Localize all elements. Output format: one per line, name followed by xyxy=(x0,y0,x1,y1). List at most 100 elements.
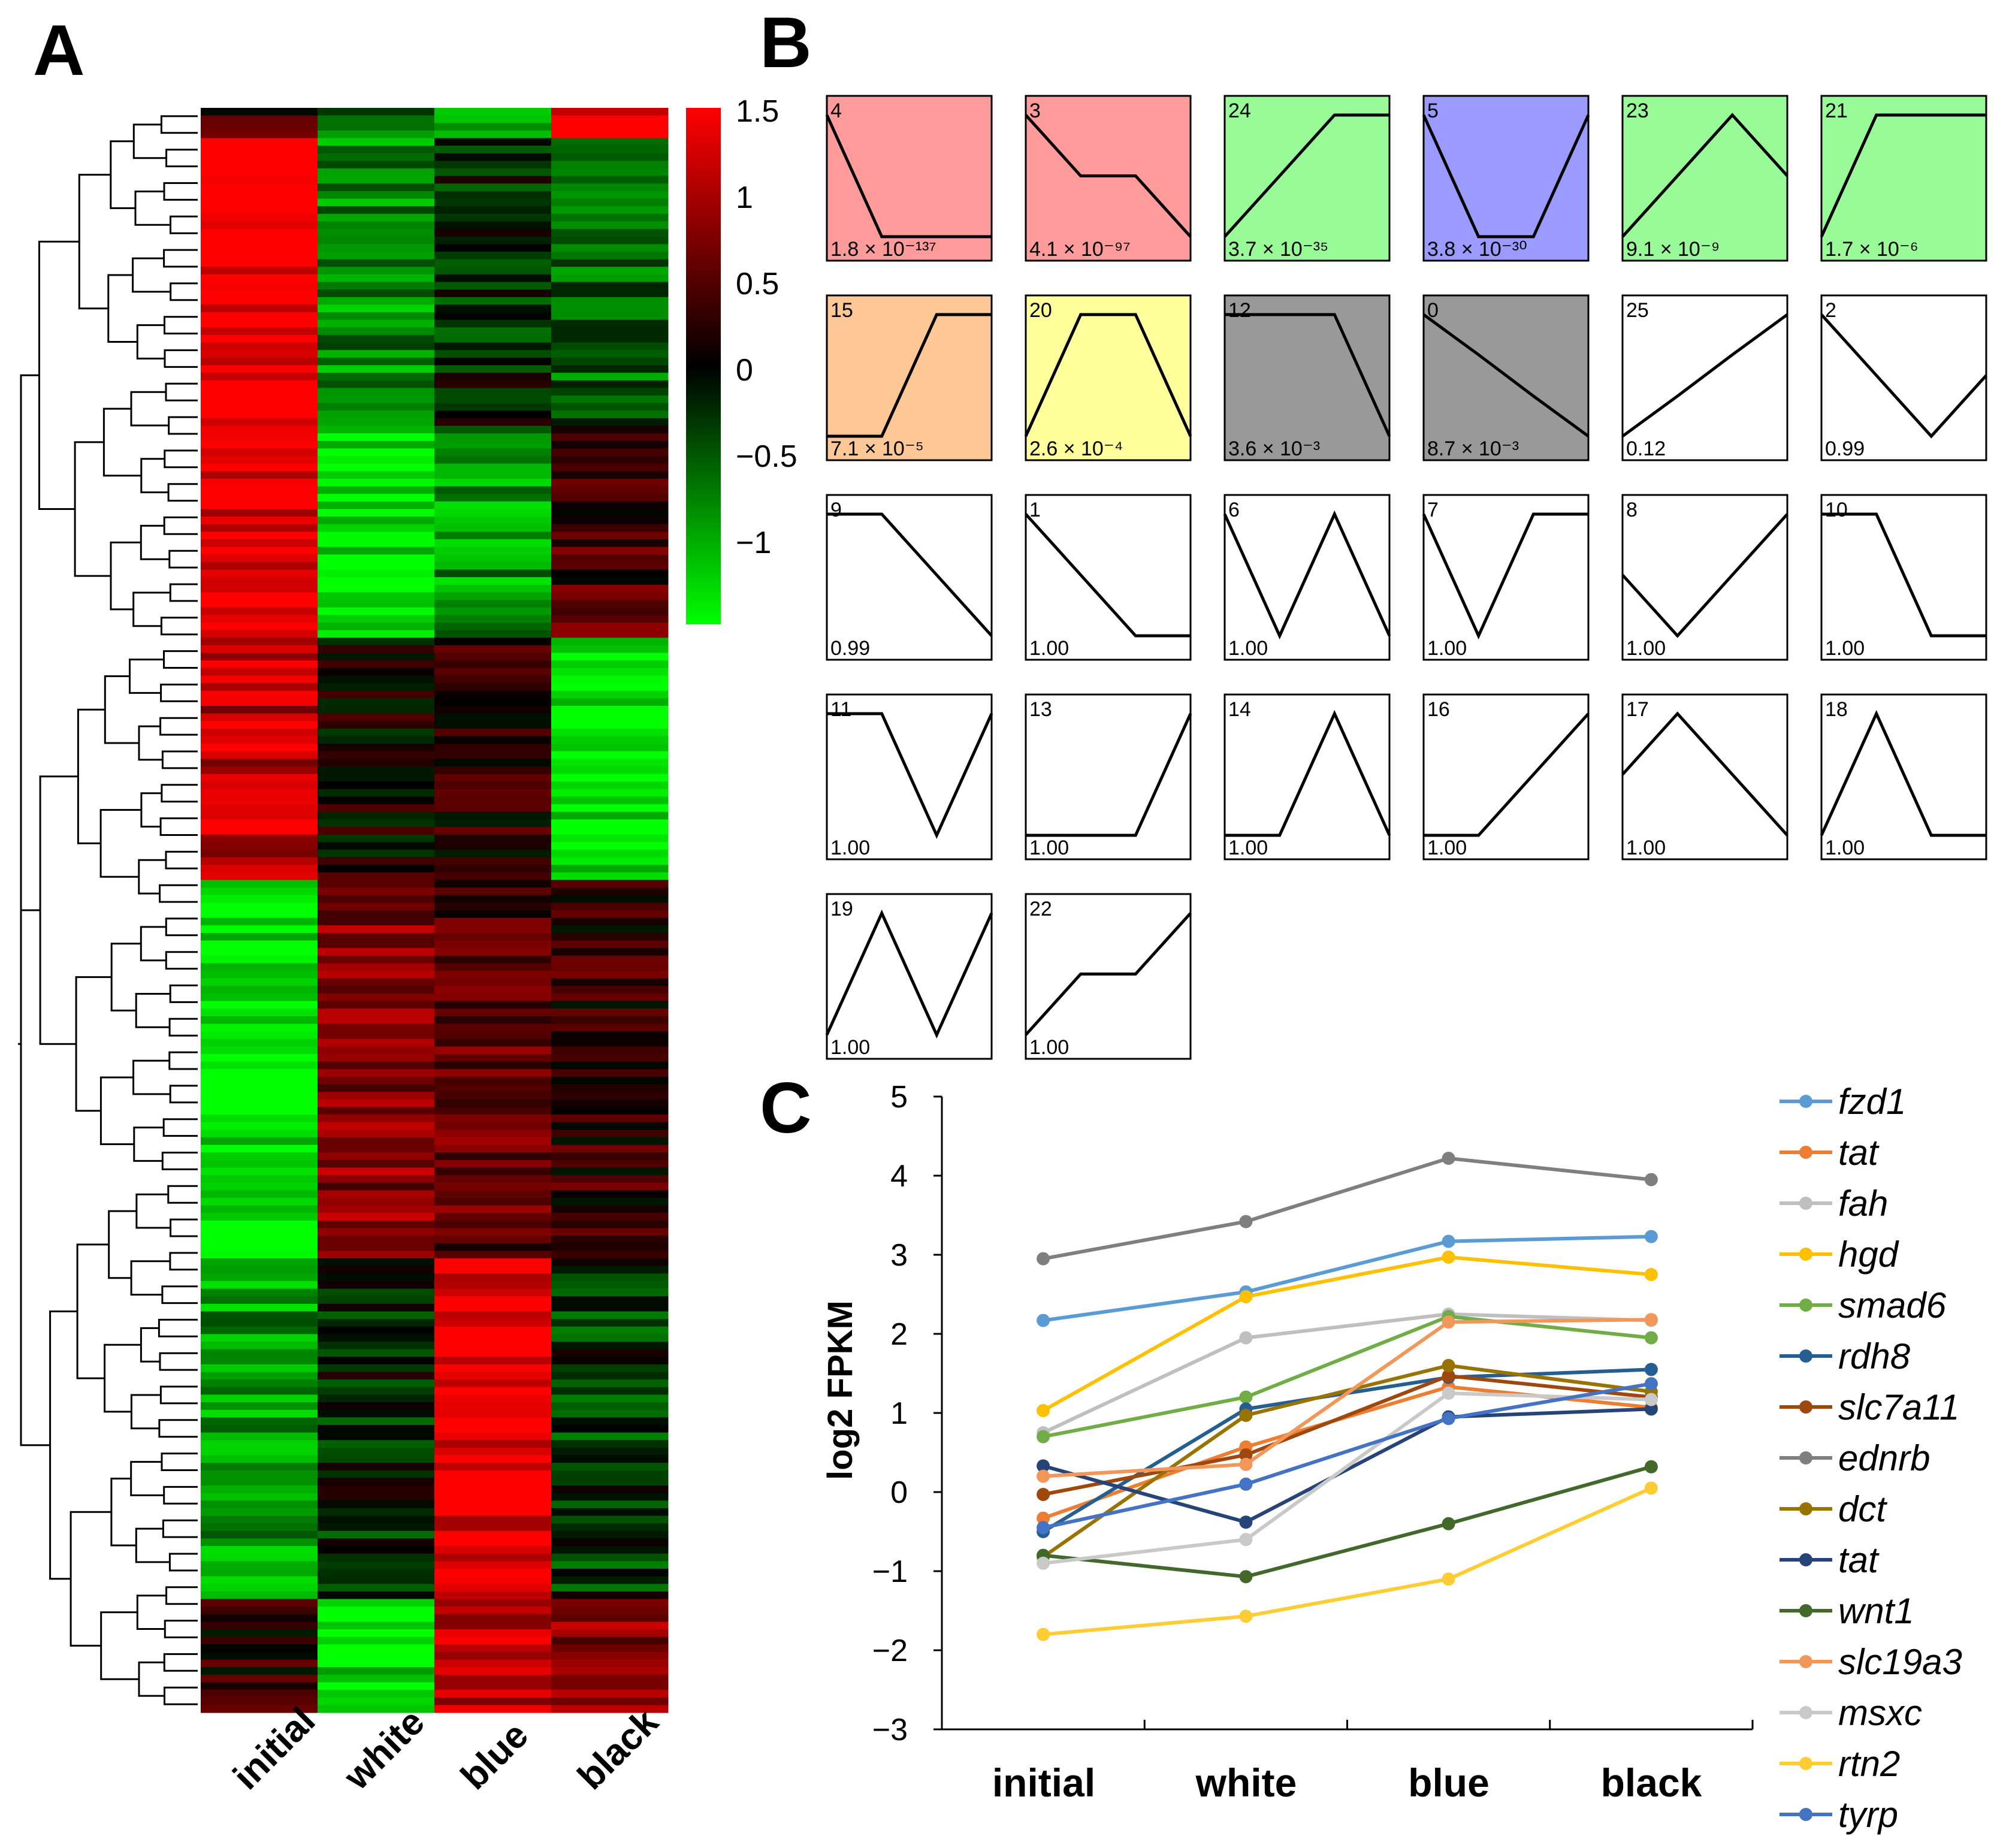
dendrogram-branch xyxy=(168,1017,198,1037)
heatmap-cell xyxy=(318,403,435,411)
heatmap-cell xyxy=(318,494,435,502)
series-line xyxy=(1043,1234,1651,1322)
heatmap-cell xyxy=(434,1281,552,1290)
heatmap-cell xyxy=(318,849,435,858)
dendrogram-branch xyxy=(163,650,198,669)
heatmap-cell xyxy=(318,1076,435,1085)
heatmap-cell xyxy=(551,902,669,911)
heatmap-cell xyxy=(318,1296,435,1305)
dendrogram-branch xyxy=(140,792,162,828)
heatmap-cell xyxy=(318,1568,435,1577)
heatmap-cell xyxy=(318,728,435,737)
heatmap-cell xyxy=(201,940,318,949)
heatmap-cell xyxy=(551,1319,669,1327)
heatmap-cell xyxy=(201,1334,318,1342)
heatmap-cell xyxy=(551,554,669,563)
heatmap-cell xyxy=(551,561,669,570)
heatmap-cell xyxy=(318,221,435,230)
heatmap-cell xyxy=(434,1190,552,1198)
heatmap-cell xyxy=(318,554,435,563)
heatmap-cell xyxy=(434,1379,552,1388)
heatmap-cell xyxy=(434,463,552,472)
profile-pvalue: 1.00 xyxy=(1825,637,1865,660)
heatmap-cell xyxy=(551,546,669,555)
profile-box xyxy=(1223,95,1391,262)
heatmap-cell xyxy=(201,607,318,615)
legend-marker xyxy=(1799,1757,1812,1770)
heatmap-grid xyxy=(201,108,669,1713)
heatmap-cell xyxy=(318,1379,435,1388)
heatmap-cell xyxy=(434,274,552,283)
heatmap-cell xyxy=(434,213,552,222)
heatmap-cell xyxy=(551,1584,669,1592)
data-point xyxy=(1037,1469,1050,1483)
heatmap-cell xyxy=(318,168,435,177)
heatmap-cell xyxy=(318,993,435,1002)
heatmap-cell xyxy=(551,138,669,146)
heatmap-cell xyxy=(434,146,552,154)
heatmap-cell xyxy=(434,751,552,759)
heatmap-cell xyxy=(318,1236,435,1244)
heatmap-cell xyxy=(201,1288,318,1297)
heatmap-cell xyxy=(551,1568,669,1577)
heatmap-cell xyxy=(551,1296,669,1305)
heatmap-cell xyxy=(434,471,552,479)
heatmap-cell xyxy=(318,1258,435,1267)
heatmap-cell xyxy=(434,191,552,200)
heatmap-cell xyxy=(434,350,552,358)
heatmap-cell xyxy=(201,1546,318,1554)
heatmap-cell xyxy=(551,517,669,525)
heatmap-cell xyxy=(318,653,435,661)
heatmap-cell xyxy=(551,108,669,116)
dendrogram-branch xyxy=(99,809,141,878)
heatmap-cell xyxy=(201,1220,318,1229)
heatmap-cell xyxy=(434,1031,552,1040)
legend-marker xyxy=(1799,1146,1812,1159)
heatmap-cell xyxy=(434,857,552,865)
heatmap-cell xyxy=(318,1038,435,1047)
heatmap-cell xyxy=(201,819,318,828)
heatmap-cell xyxy=(318,1424,435,1433)
profile-17: 171.00 xyxy=(1621,693,1788,860)
heatmap-cell xyxy=(551,1008,669,1017)
heatmap-cell xyxy=(201,236,318,244)
data-point xyxy=(1644,1173,1658,1186)
heatmap-cell xyxy=(201,872,318,881)
profile-id: 21 xyxy=(1825,99,1848,122)
heatmap-cell xyxy=(551,1515,669,1524)
heatmap-cell xyxy=(551,198,669,207)
heatmap-cell xyxy=(318,638,435,646)
dendrogram-branch xyxy=(169,1085,198,1104)
heatmap-cell xyxy=(551,1031,669,1040)
heatmap-cell xyxy=(318,1061,435,1070)
heatmap-cell xyxy=(434,532,552,540)
heatmap-cell xyxy=(551,1636,669,1645)
heatmap-cell xyxy=(318,1159,435,1168)
heatmap-cell xyxy=(201,1424,318,1433)
heatmap-cell xyxy=(551,1607,669,1615)
heatmap-cell xyxy=(434,1236,552,1244)
heatmap-cell xyxy=(318,1530,435,1539)
heatmap-cell xyxy=(201,1394,318,1403)
heatmap-cell xyxy=(551,425,669,434)
heatmap-cell xyxy=(551,1424,669,1433)
legend-marker xyxy=(1799,1604,1812,1617)
heatmap-cell xyxy=(318,1447,435,1456)
dendrogram-branch xyxy=(161,1285,198,1305)
heatmap-cell xyxy=(434,796,552,805)
heatmap-cell xyxy=(318,1145,435,1153)
data-point xyxy=(1037,1556,1050,1570)
heatmap-cell xyxy=(318,297,435,306)
heatmap-cell xyxy=(201,705,318,714)
data-point xyxy=(1239,1290,1253,1303)
heatmap-cell xyxy=(551,857,669,865)
heatmap-cell xyxy=(434,1167,552,1176)
heatmap-cell xyxy=(318,130,435,139)
heatmap-cell xyxy=(551,744,669,752)
heatmap-cell xyxy=(201,713,318,721)
legend-label: rdh8 xyxy=(1838,1336,1911,1376)
legend-item: hgd xyxy=(1780,1234,1899,1275)
heatmap-cell xyxy=(318,819,435,828)
dendrogram-branch xyxy=(164,349,198,368)
heatmap-cell xyxy=(318,1651,435,1660)
